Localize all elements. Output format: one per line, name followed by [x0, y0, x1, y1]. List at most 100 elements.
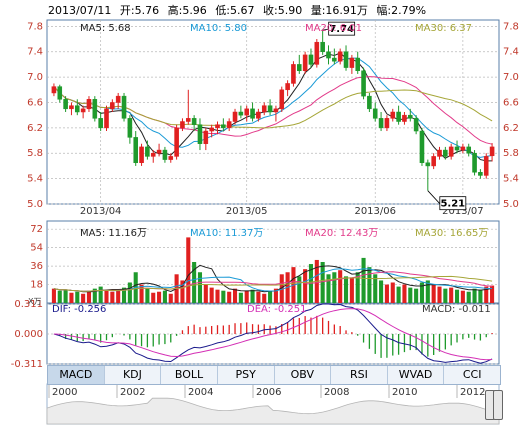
candle-up	[256, 111, 261, 119]
volume-bar-down	[250, 289, 255, 303]
dea-label: DEA: -0.251	[247, 304, 307, 315]
macd-axis-labels: 0.311 0.000 -0.311	[11, 299, 43, 370]
candle-up	[168, 156, 174, 160]
volume-bar-down	[238, 292, 243, 303]
volume-bar-down	[332, 272, 337, 303]
quote-open: 开:5.76	[119, 4, 160, 17]
candle-up	[174, 127, 179, 157]
tab-obv[interactable]: OBV	[275, 366, 332, 384]
navigator-history-area	[46, 397, 500, 425]
candle-up	[104, 108, 109, 129]
candle-down	[478, 172, 483, 176]
vol-ma20-label: MA20: 12.43万	[305, 228, 379, 239]
volume-unit-label: X万	[28, 297, 42, 306]
volume-bar-up	[215, 289, 220, 303]
macd-label: MACD: -0.011	[422, 304, 491, 315]
price-grid	[47, 20, 499, 205]
candle-down	[425, 162, 431, 167]
year-label: 2008	[324, 387, 349, 398]
tab-psy[interactable]: PSY	[218, 366, 275, 384]
candle-down	[343, 51, 349, 68]
candle-up	[215, 124, 220, 129]
volume-bar-up	[384, 284, 389, 303]
candle-up	[244, 108, 250, 116]
volume-bar-down	[75, 291, 80, 303]
candle-up	[69, 105, 74, 110]
year-label: 2010	[392, 387, 417, 398]
price-tick-right: 7.4	[503, 47, 519, 58]
tab-cci[interactable]: CCI	[462, 368, 482, 381]
quote-close: 收:5.90	[263, 4, 303, 17]
tab-wvad[interactable]: WVAD	[388, 366, 445, 384]
candle-up	[209, 127, 214, 132]
candle-down	[267, 105, 273, 113]
candle-down	[98, 118, 103, 129]
candle-up	[279, 89, 285, 110]
candle-up	[185, 118, 191, 122]
volume-bar-up	[273, 288, 278, 303]
candle-up	[460, 146, 466, 151]
price-tick-right: 6.2	[503, 123, 519, 134]
candle-up	[285, 83, 290, 91]
volume-bar-up	[402, 284, 407, 303]
volume-bar-down	[98, 286, 103, 303]
volume-bar-down	[454, 289, 460, 303]
tab-macd[interactable]: MACD	[48, 366, 105, 384]
macd-histogram	[59, 315, 493, 358]
candle-up	[483, 156, 489, 176]
volume-bar-up	[186, 237, 191, 303]
volume-bar-down	[425, 280, 430, 303]
candle-down	[238, 111, 244, 116]
candle-up	[80, 108, 86, 113]
price-tick-left: 5.8	[27, 148, 43, 159]
candle-up	[437, 149, 442, 157]
price-tick-left: 7.0	[27, 72, 43, 83]
high-price-label: 7.74	[329, 24, 354, 35]
ma30-line	[53, 86, 493, 129]
dif-line	[53, 303, 493, 364]
volume-bar-down	[466, 291, 471, 303]
low-price-label: 5.21	[440, 199, 465, 210]
month-axis-labels: 2013/04 2013/05 2013/06 2013/07	[80, 206, 484, 217]
navigator-right-handle[interactable]	[493, 390, 503, 420]
volume-bar-down	[197, 272, 203, 303]
candle-up	[261, 105, 267, 113]
candle-down	[57, 86, 63, 100]
candle-down	[355, 57, 361, 72]
volume-bar-up	[256, 291, 261, 303]
candle-down	[372, 108, 378, 119]
candle-up	[314, 41, 320, 65]
quote-header: 2013/07/11 开:5.76 高:5.96 低:5.67 收:5.90 量…	[48, 2, 431, 18]
quote-volume: 量:16.91万	[310, 4, 368, 17]
candle-up	[226, 121, 232, 129]
volume-bar-down	[121, 287, 127, 303]
tab-rsi[interactable]: RSI	[331, 366, 388, 384]
volume-bar-down	[343, 276, 349, 303]
volume-tick: 36	[30, 261, 43, 272]
tab-boll[interactable]: BOLL	[161, 366, 218, 384]
ma10-line	[53, 57, 493, 158]
candlesticks	[51, 30, 495, 191]
volume-bar-up	[203, 284, 208, 303]
price-panel-frame	[46, 19, 500, 205]
price-tick-right: 7.0	[503, 72, 519, 83]
candle-down	[191, 118, 197, 125]
month-tick-label: 2013/06	[354, 206, 396, 217]
moving-average-lines	[53, 52, 493, 162]
candle-down	[145, 146, 150, 157]
volume-bar-down	[443, 288, 448, 303]
ma30-label: MA30: 6.37	[415, 23, 473, 34]
candle-up	[51, 86, 57, 94]
candle-up	[337, 51, 343, 62]
volume-tick: 72	[30, 224, 43, 235]
volume-bar-up	[449, 287, 454, 303]
navigator-year-labels: 2000 2002 2004 2006 2008 2010 2012	[48, 384, 485, 398]
candle-down	[378, 118, 384, 129]
tab-kdj[interactable]: KDJ	[105, 366, 162, 384]
volume-bar-down	[355, 272, 360, 303]
candle-down	[197, 124, 203, 144]
volume-bar-up	[484, 286, 489, 303]
candle-down	[454, 146, 460, 151]
volume-bar-up	[86, 290, 92, 303]
